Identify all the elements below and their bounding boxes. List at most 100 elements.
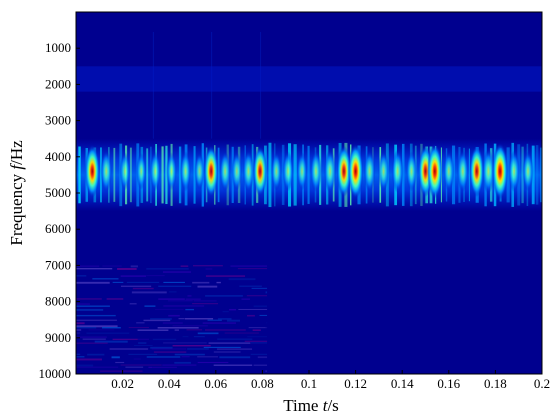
noise-segment (76, 308, 104, 311)
noise-segment (241, 298, 250, 300)
noise-segment (152, 366, 177, 368)
noise-segment (180, 265, 189, 267)
noise-segment (144, 305, 156, 307)
noise-segment (131, 291, 167, 294)
noise-segment (76, 356, 85, 358)
noise-segment (184, 318, 214, 320)
energy-burst (166, 152, 177, 191)
noise-segment (120, 285, 152, 287)
noise-segment (239, 285, 262, 287)
noise-segment (174, 329, 179, 331)
noise-segment (163, 305, 205, 307)
noise-segment (197, 332, 219, 335)
energy-burst (119, 152, 131, 191)
noise-segment (250, 353, 268, 356)
noise-segment (216, 281, 221, 284)
burst-stripe (193, 146, 196, 204)
noise-segment (229, 308, 237, 311)
noise-segment (158, 285, 192, 287)
y-tick-label: 1000 (45, 40, 71, 55)
noise-segment (76, 336, 107, 339)
noise-segment (252, 329, 261, 331)
energy-burst (457, 150, 469, 193)
noise-segment (126, 281, 160, 283)
energy-burst (492, 143, 509, 200)
energy-burst (296, 152, 308, 191)
noise-segment (208, 342, 251, 344)
energy-burst (84, 144, 100, 198)
noise-segment (86, 332, 130, 334)
x-axis-label: Time t/s (283, 396, 339, 415)
noise-segment (134, 345, 153, 346)
burst-stripe (78, 146, 81, 204)
noise-segment (247, 336, 268, 338)
noise-segment (102, 265, 122, 267)
noise-segment (111, 356, 120, 359)
y-tick-label: 2000 (45, 76, 71, 91)
energy-bursts (84, 143, 534, 200)
noise-segment (216, 348, 253, 350)
y-tick-label: 10000 (39, 366, 72, 381)
energy-burst (427, 144, 443, 199)
noise-segment (185, 308, 195, 311)
noise-segment (76, 268, 113, 270)
noise-segment (163, 281, 185, 283)
energy-burst (271, 152, 282, 191)
noise-segment (76, 353, 81, 355)
energy-burst (100, 150, 113, 193)
noise-segment (259, 314, 268, 316)
noise-segment (167, 300, 193, 302)
noise-segment (76, 325, 118, 328)
noise-segment (192, 265, 223, 267)
energy-burst (149, 151, 161, 192)
energy-burst (310, 150, 322, 193)
noise-segment (244, 340, 268, 343)
noise-segment (238, 308, 268, 310)
noise-segment (193, 336, 205, 338)
noise-segment (207, 319, 222, 321)
noise-segment (76, 319, 117, 321)
noise-segment (162, 271, 191, 273)
energy-burst (231, 152, 243, 191)
noise-segment (148, 366, 153, 368)
y-tick-label: 8000 (45, 294, 71, 309)
noise-segment (150, 346, 173, 349)
noise-segment (250, 342, 268, 344)
noise-segment (87, 353, 105, 356)
energy-burst (323, 149, 336, 193)
energy-burst (522, 151, 534, 192)
noise-segment (151, 348, 187, 350)
noise-segment (137, 329, 169, 331)
y-axis-label: Frequency f/Hz (7, 140, 26, 246)
noise-segment (100, 370, 143, 372)
noise-segment (246, 295, 268, 297)
noise-segment (172, 325, 208, 327)
noise-segment (76, 314, 116, 317)
energy-burst (347, 144, 364, 199)
noise-segment (181, 356, 190, 358)
noise-segment (224, 332, 259, 334)
noise-segment (76, 265, 100, 268)
burst-stripe (535, 145, 539, 205)
burst-stripe (293, 144, 297, 206)
noise-segment (88, 329, 115, 331)
x-tick-label: 0.2 (534, 376, 550, 391)
noise-segment (182, 336, 189, 338)
x-tick-label: 0.12 (344, 376, 367, 391)
burst-stripe (113, 147, 116, 202)
x-tick-label: 0.18 (484, 376, 507, 391)
burst-stripe (146, 148, 149, 202)
x-tick-label: 0.06 (204, 376, 227, 391)
noise-segment (76, 366, 119, 368)
noise-segment (205, 268, 213, 270)
noise-segment (217, 318, 232, 320)
noise-segment (76, 332, 81, 334)
x-axis-ticks: 0.02 0.04 0.06 0.08 0.1 0.12 0.14 0.16 0.18 0.2 (111, 370, 550, 391)
energy-burst (282, 151, 294, 192)
noise-segment (174, 353, 205, 356)
noise-segment (128, 327, 149, 329)
noise-segment (137, 338, 149, 340)
noise-segment (150, 318, 172, 320)
noise-segment (157, 327, 199, 329)
noise-segment (203, 346, 241, 348)
